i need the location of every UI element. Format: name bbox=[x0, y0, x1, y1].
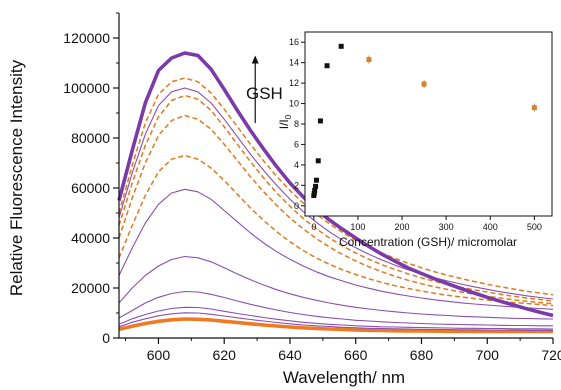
main-x-tick-label: 640 bbox=[278, 347, 302, 363]
inset-y-tick-label: 10 bbox=[289, 99, 299, 109]
inset-point-black bbox=[313, 177, 319, 183]
inset-y-axis-label-main: I/I0 bbox=[277, 114, 293, 129]
inset-point-orange bbox=[421, 81, 427, 87]
main-y-tick-label: 0 bbox=[102, 330, 110, 346]
inset-y-tick-label: 14 bbox=[289, 58, 299, 68]
inset-point-orange bbox=[531, 105, 537, 111]
annotation-arrow-head bbox=[251, 55, 259, 64]
main-x-tick-label: 600 bbox=[147, 347, 171, 363]
main-y-tick-label: 20000 bbox=[71, 280, 110, 296]
main-x-tick-label: 700 bbox=[476, 347, 500, 363]
main-y-tick-label: 60000 bbox=[71, 180, 110, 196]
inset-point-black bbox=[313, 183, 319, 189]
spectrum-line-12 bbox=[117, 51, 554, 318]
spectrum-line-1 bbox=[118, 317, 553, 334]
spectrum-line-3 bbox=[118, 306, 554, 330]
main-y-tick-label: 40000 bbox=[71, 230, 110, 246]
inset-y-axis-subscript: 0 bbox=[284, 114, 293, 119]
inset-point-black bbox=[338, 43, 344, 49]
inset-plot: 0 100 200 300 400 500 0 2 4 6 8 10 12 14 16 bbox=[289, 31, 553, 232]
main-x-tick-label: 720 bbox=[541, 347, 561, 363]
inset-frame bbox=[304, 31, 553, 217]
inset-point-black bbox=[315, 158, 321, 164]
main-plot: 600 620 640 660 680 700 7200200004000060000800… bbox=[63, 12, 561, 363]
inset-point-black bbox=[312, 187, 318, 193]
inset-x-tick-label: 500 bbox=[527, 222, 542, 232]
inset-x-tick-label: 200 bbox=[395, 222, 410, 232]
spectrum-line-9 bbox=[118, 94, 554, 302]
inset-y-tick-label: 6 bbox=[294, 139, 299, 149]
inset-y-tick-label: 16 bbox=[289, 37, 299, 47]
inset-y-tick-label: 8 bbox=[294, 119, 299, 129]
inset-y-tick-label: 12 bbox=[289, 78, 299, 88]
main-y-tick-label: 120000 bbox=[63, 30, 110, 46]
spectrum-line-5 bbox=[118, 255, 554, 320]
inset-y-tick-label: 4 bbox=[294, 160, 299, 170]
inset-point-orange bbox=[366, 57, 372, 63]
main-y-tick-label: 100000 bbox=[63, 80, 110, 96]
main-y-axis-label: Relative Fluorescence Intensity bbox=[7, 59, 26, 296]
inset-y-tick-label: 2 bbox=[294, 180, 299, 190]
inset-point-black bbox=[317, 118, 323, 124]
annotation-gsh-label: GSH bbox=[246, 84, 283, 103]
spectrum-line-6 bbox=[118, 188, 554, 310]
inset-y-tick-label: 0 bbox=[294, 201, 299, 211]
inset-x-tick-label: 100 bbox=[350, 222, 365, 232]
main-x-tick-label: 620 bbox=[213, 347, 237, 363]
spectrum-line-2 bbox=[118, 312, 553, 331]
spectrum-line-4 bbox=[118, 290, 553, 327]
inset-point-black bbox=[324, 63, 330, 69]
main-x-tick-label: 660 bbox=[344, 347, 368, 363]
inset-x-tick-label: 0 bbox=[311, 222, 316, 232]
main-y-tick-label: 80000 bbox=[71, 130, 110, 146]
inset-x-tick-label: 300 bbox=[439, 222, 454, 232]
inset-point-black bbox=[311, 191, 317, 197]
inset-x-tick-label: 400 bbox=[483, 222, 498, 232]
spectrum-line-7 bbox=[118, 154, 554, 307]
spectrum-line-10 bbox=[118, 87, 554, 300]
inset-y-axis-label: I/I0 bbox=[277, 114, 293, 129]
inset-x-axis-label: Concentration (GSH)/ micromolar bbox=[339, 235, 517, 249]
spectrum-line-11 bbox=[118, 77, 554, 296]
main-x-axis-label: Wavelength/ nm bbox=[283, 368, 405, 387]
main-x-tick-label: 680 bbox=[410, 347, 434, 363]
